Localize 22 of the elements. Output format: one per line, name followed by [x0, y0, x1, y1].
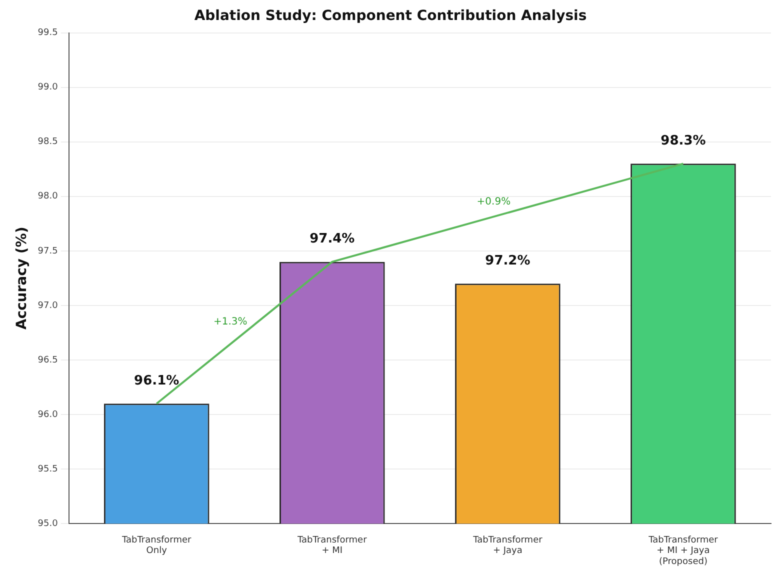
annotation: +0.9%: [476, 196, 511, 208]
y-tick-label: 97.0: [38, 300, 58, 311]
data-label: 97.4%: [310, 232, 355, 247]
annotation: +1.3%: [213, 316, 248, 328]
y-tick-label: 95.5: [38, 464, 58, 474]
x-tick-label: TabTransformer + Jaya: [472, 535, 543, 556]
y-tick-label: 97.5: [38, 246, 58, 256]
y-tick-label: 98.5: [38, 137, 58, 148]
y-tick-label: 99.0: [38, 82, 58, 93]
chart-title: Ablation Study: Component Contribution Analysis: [194, 8, 587, 24]
data-label: 97.2%: [485, 254, 530, 269]
y-tick-label: 96.0: [38, 410, 58, 420]
y-axis-title: Accuracy (%): [14, 226, 30, 330]
x-tick-label: TabTransformer + MI + Jaya (Proposed): [648, 535, 718, 567]
x-tick-label: TabTransformer Only: [120, 535, 192, 556]
data-label: 98.3%: [660, 134, 706, 149]
y-tick-label: 98.0: [38, 192, 58, 202]
data-label: 96.1%: [134, 374, 180, 388]
y-tick-label: 96.5: [38, 355, 58, 366]
x-tick-label: TabTransformer + MI: [296, 535, 368, 556]
y-tick-label: 99.5: [38, 28, 58, 38]
y-tick-label: 95.0: [38, 518, 58, 529]
